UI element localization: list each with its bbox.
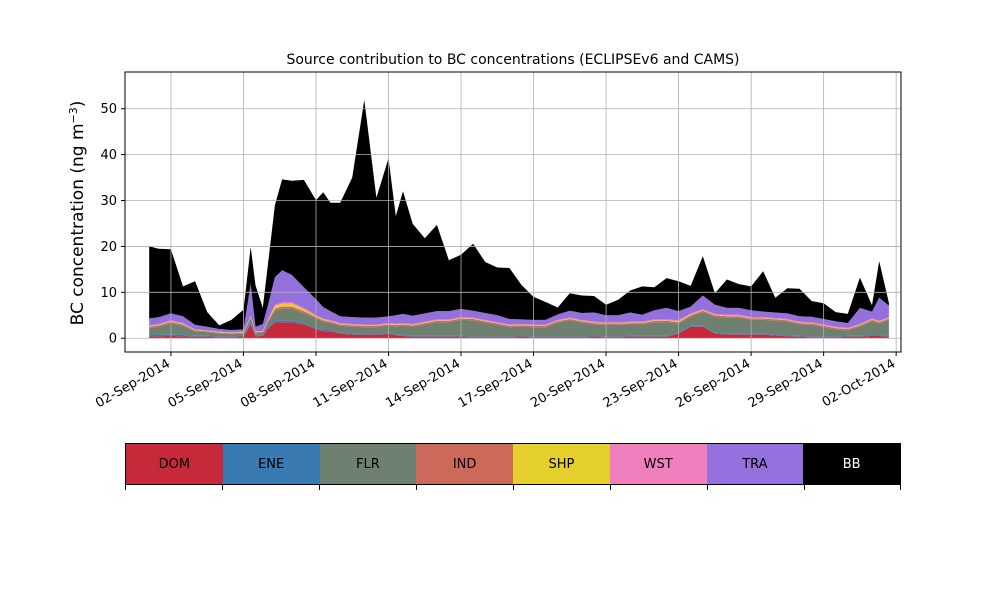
y-tick-label: 0	[109, 332, 117, 347]
x-tick-label: 02-Sep-2014	[93, 356, 173, 411]
x-tick-label: 08-Sep-2014	[238, 356, 318, 411]
x-tick-label: 23-Sep-2014	[601, 356, 681, 411]
legend-ene: ENE	[223, 444, 320, 484]
x-tick-label: 02-Oct-2014	[820, 356, 898, 410]
legend-tick	[804, 485, 805, 490]
legend-tick	[416, 485, 417, 490]
legend-flr: FLR	[320, 444, 417, 484]
x-tick-label: 29-Sep-2014	[746, 356, 826, 411]
y-tick-label: 50	[100, 102, 117, 117]
legend-tick	[319, 485, 320, 490]
legend-tra: TRA	[707, 444, 804, 484]
legend-tick	[900, 485, 901, 490]
legend-tick	[222, 485, 223, 490]
y-tick-label: 10	[100, 286, 117, 301]
legend-dom: DOM	[126, 444, 223, 484]
area-bb	[149, 100, 889, 330]
legend-tick	[707, 485, 708, 490]
legend-ind: IND	[416, 444, 513, 484]
legend-bb: BB	[803, 444, 900, 484]
x-tick-label: 11-Sep-2014	[311, 356, 391, 411]
y-tick-label: 30	[100, 194, 117, 209]
x-tick-label: 26-Sep-2014	[673, 356, 753, 411]
legend-shp: SHP	[513, 444, 610, 484]
y-axis-label: BC concentration (ng m−3)	[67, 101, 89, 326]
legend-ticks	[125, 485, 901, 491]
stacked-areas	[149, 100, 889, 338]
x-tick-label: 20-Sep-2014	[528, 356, 608, 411]
axes: 0 10 20 30 40 50 02-Sep-201405-Sep-201408-Sep-…	[93, 102, 898, 411]
x-tick-label: 14-Sep-2014	[383, 356, 463, 411]
chart-title: Source contribution to BC concentrations…	[286, 52, 739, 68]
chart-canvas: Source contribution to BC concentrations…	[0, 0, 1000, 600]
y-tick-label: 40	[100, 148, 117, 163]
legend-wst: WST	[610, 444, 707, 484]
legend-tick	[125, 485, 126, 490]
legend-tick	[513, 485, 514, 490]
y-tick-label: 20	[100, 240, 117, 255]
legend-tick	[610, 485, 611, 490]
x-tick-label: 05-Sep-2014	[166, 356, 246, 411]
x-tick-label: 17-Sep-2014	[456, 356, 536, 411]
source-legend-colorbar: DOM ENE FLR IND SHP WST TRA BB	[125, 443, 901, 485]
